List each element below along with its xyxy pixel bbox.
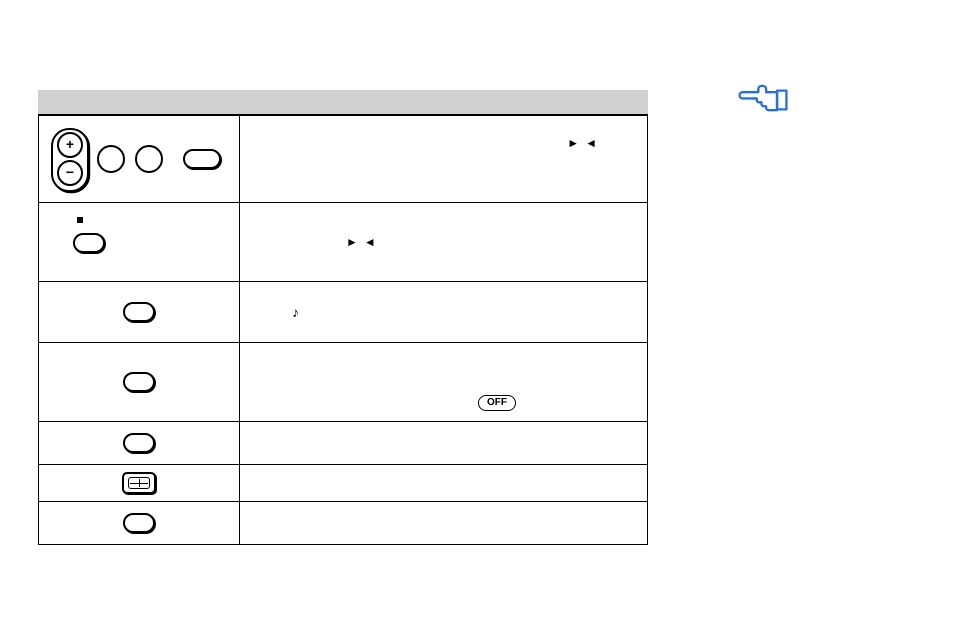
table-row: [39, 465, 648, 502]
table-row: ♪: [39, 282, 648, 343]
pointing-hand-icon: [738, 80, 788, 120]
pill-button-row2[interactable]: [73, 233, 105, 253]
screen-grid-icon[interactable]: [122, 472, 156, 494]
settings-grid: + − ►◄: [38, 115, 648, 545]
arrows-right-left-icon: ►◄: [567, 136, 603, 150]
row6-icon-cell: [39, 465, 240, 502]
row2-desc-cell: ►◄: [240, 203, 648, 282]
row4-icon-cell: [39, 343, 240, 422]
row5-desc-cell: [240, 422, 648, 465]
row1-desc-cell: ►◄: [240, 116, 648, 203]
row3-icon-cell: [39, 282, 240, 343]
row7-icon-cell: [39, 502, 240, 545]
table-row: [39, 502, 648, 545]
table-row: [39, 422, 648, 465]
round-button-1[interactable]: [97, 145, 125, 173]
pill-button-row1[interactable]: [183, 149, 221, 169]
table-header-bar: [38, 90, 648, 115]
row5-icon-cell: [39, 422, 240, 465]
pill-button-row5[interactable]: [123, 433, 155, 453]
row1-icon-cell: + −: [39, 116, 240, 203]
plus-icon[interactable]: +: [57, 132, 83, 158]
arrows-right-left-icon: ►◄: [346, 235, 382, 249]
page: + − ►◄: [0, 0, 954, 619]
row3-desc-cell: ♪: [240, 282, 648, 343]
row7-desc-cell: [240, 502, 648, 545]
plus-minus-capsule[interactable]: + −: [51, 128, 87, 190]
pill-button-row7[interactable]: [123, 513, 155, 533]
round-button-2[interactable]: [135, 145, 163, 173]
row2-icon-cell: [39, 203, 240, 282]
pill-button-row3[interactable]: [123, 302, 155, 322]
off-badge: OFF: [478, 395, 516, 411]
row4-desc-cell: OFF: [240, 343, 648, 422]
settings-table: + − ►◄: [38, 90, 648, 545]
row6-desc-cell: [240, 465, 648, 502]
minus-icon[interactable]: −: [57, 160, 83, 186]
pill-button-row4[interactable]: [123, 372, 155, 392]
table-row: OFF: [39, 343, 648, 422]
music-note-icon: ♪: [292, 304, 299, 320]
record-dot-icon: [77, 217, 83, 223]
table-row: + − ►◄: [39, 116, 648, 203]
table-row: ►◄: [39, 203, 648, 282]
